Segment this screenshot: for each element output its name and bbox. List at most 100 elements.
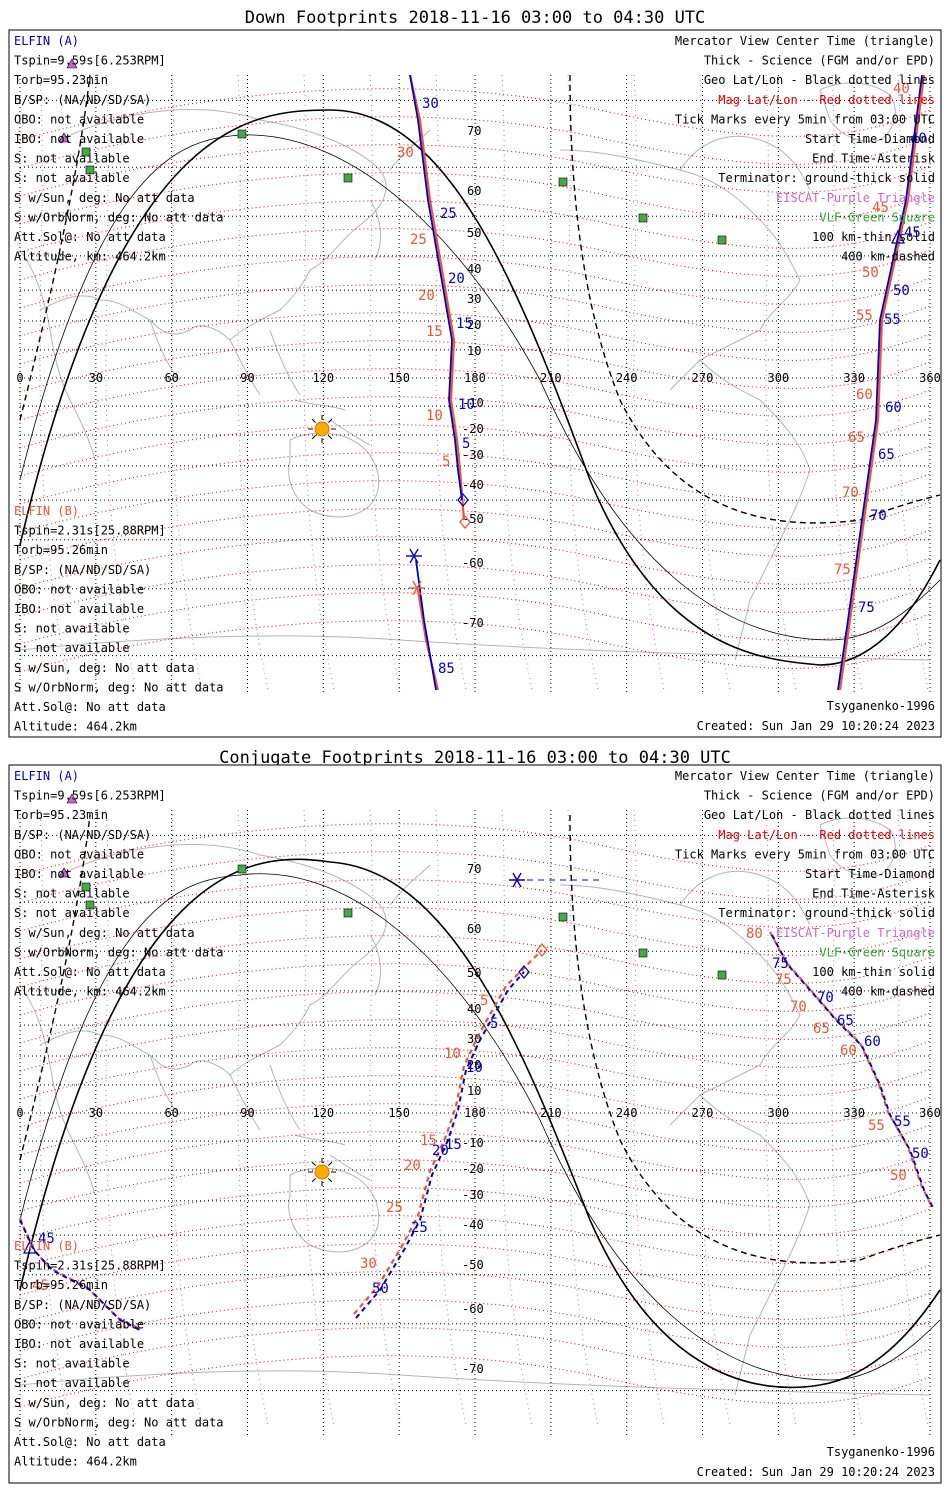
asterisk-stroke xyxy=(412,580,422,596)
elfin-b-track xyxy=(838,74,926,691)
mag-lat-label: 10 xyxy=(467,1084,481,1098)
elfin-b-tick-label: 55 xyxy=(856,308,873,324)
elfin-b-tick-label: 40 xyxy=(893,81,910,97)
lon-label: 360 xyxy=(919,1106,941,1120)
mag-lon-line xyxy=(171,809,203,1426)
mag-lon-line xyxy=(897,74,929,691)
elfin-a-tick-label: 20 xyxy=(432,1143,449,1159)
asterisk-stroke xyxy=(512,872,522,888)
lon-label: 30 xyxy=(89,371,103,385)
lon-label: 240 xyxy=(616,1106,638,1120)
elfin-b-info-row: IBO: not available xyxy=(14,1337,144,1351)
elfin-a-tick-label: 5 xyxy=(490,1016,498,1032)
elfin-a-tick-label: 5 xyxy=(462,436,470,452)
elfin-b-info-row: Torb=95.26min xyxy=(14,543,108,557)
elfin-b-info-row: B/SP: (NA/ND/SD/SA) xyxy=(14,563,151,577)
coastline xyxy=(288,1167,380,1253)
coastline xyxy=(369,864,431,996)
elfin-b-track xyxy=(408,74,466,521)
coastline xyxy=(819,817,896,877)
elfin-b-info-row: OBO: not available xyxy=(14,582,144,596)
eiscat-triangle xyxy=(66,58,78,69)
elfin-a-tick-label: 25 xyxy=(440,206,457,222)
elfin-a-info: ELFIN (A) Tspin=9.59s[6.253RPM] Torb=95.23… xyxy=(14,34,224,264)
elfin-a-end-asterisk xyxy=(509,872,525,888)
elfin-a-tick-label: 75 xyxy=(772,956,789,972)
elfin-a-tick-label: 15 xyxy=(445,1137,462,1153)
elfin-b-tick-label: 45 xyxy=(872,200,889,216)
lon-label: 360 xyxy=(919,371,941,385)
elfin-a-track xyxy=(415,559,437,691)
lon-label: 150 xyxy=(388,1106,410,1120)
elfin-b-tick-label: 5 xyxy=(442,454,450,470)
elfin-b-tick-label: 70 xyxy=(842,485,859,501)
lon-label: 300 xyxy=(767,1106,789,1120)
elfin-b-tick-label: 75 xyxy=(834,562,851,578)
vlf-square xyxy=(81,882,91,892)
elfin-a-start-diamond xyxy=(457,492,469,508)
elfin-b-info-row: Tspin=2.31s[25.88RPM] xyxy=(14,1259,166,1273)
vlf-square xyxy=(558,177,568,187)
created-label: Created: Sun Jan 29 10:20:24 2023 xyxy=(697,1465,935,1479)
map-frame xyxy=(8,764,942,1484)
elfin-b-info-row: Tspin=2.31s[25.88RPM] xyxy=(14,524,166,538)
elfin-b-info: ELFIN (B) Tspin=2.31s[25.88RPM] Torb=95.26… xyxy=(14,504,224,734)
elfin-a-tick-label: 50 xyxy=(372,1281,389,1297)
lon-label: 90 xyxy=(240,371,254,385)
lon-label: 60 xyxy=(164,371,178,385)
elfin-b-tick-label: 20 xyxy=(418,288,435,304)
elfin-b-tick-label: 25 xyxy=(410,232,427,248)
lon-label: 270 xyxy=(692,371,714,385)
elfin-b-info-row: S w/Sun, deg: No att data xyxy=(14,1396,195,1410)
elfin-b-tick-label: 25 xyxy=(386,1200,403,1216)
legend-row: Thick - Science (FGM and/or EPD) xyxy=(704,789,935,803)
lon-label: 300 xyxy=(767,371,789,385)
elfin-b-info-row: S w/OrbNorm, deg: No att data xyxy=(14,1415,224,1429)
elfin-a-info-row: S: not available xyxy=(14,171,130,185)
mag-lat-label: -30 xyxy=(462,448,484,462)
model-label: Tsyganenko-1996 xyxy=(827,699,935,713)
mag-lon-line xyxy=(567,809,599,1426)
legend-row: Mercator View Center Time (triangle) xyxy=(675,769,935,783)
coastline xyxy=(39,844,387,1076)
sun-ray xyxy=(328,435,333,440)
sun-ray xyxy=(328,1161,333,1166)
legend-row: Terminator: ground-thick solid xyxy=(718,171,935,185)
land-outlines xyxy=(19,82,931,661)
legend-row: 100 km-thin solid xyxy=(812,965,935,979)
geo-grid xyxy=(19,75,931,692)
elfin-b-tick-label: 70 xyxy=(790,999,807,1015)
elfin-b-tick-label: 30 xyxy=(360,1256,377,1272)
elfin-b-header: ELFIN (B) xyxy=(14,1239,79,1253)
elfin-a-info-row: S: not available xyxy=(14,906,130,920)
mag-lat-label: -20 xyxy=(462,1162,484,1176)
elfin-b-tick-label: 5 xyxy=(480,993,488,1009)
elfin-b-tick-label: 10 xyxy=(426,408,443,424)
mag-lat-label: -40 xyxy=(462,1218,484,1232)
elfin-b-tick-label: 65 xyxy=(848,430,865,446)
vlf-square xyxy=(638,213,648,223)
elfin-a-view-triangle xyxy=(890,229,906,244)
elfin-b-info-row: Altitude: 464.2km xyxy=(14,1455,137,1469)
terminator-400km xyxy=(19,814,941,1264)
mag-lon-line xyxy=(369,809,401,1426)
lon-label: 150 xyxy=(388,371,410,385)
elfin-a-tick-label: 55 xyxy=(894,1114,911,1130)
sun-ray xyxy=(311,418,316,423)
mag-lat-label: 20 xyxy=(467,1058,481,1072)
mag-lon-line xyxy=(39,809,71,1426)
mag-lat-label: 60 xyxy=(467,922,481,936)
elfin-b-tick-label: 60 xyxy=(840,1043,857,1059)
vlf-square xyxy=(717,235,727,245)
lon-label: 330 xyxy=(843,371,865,385)
lon-label: 210 xyxy=(540,1106,562,1120)
vlf-square xyxy=(343,173,353,183)
elfin-b-info-row: B/SP: (NA/ND/SD/SA) xyxy=(14,1298,151,1312)
elfin-a-info-row: Torb=95.23min xyxy=(14,73,108,87)
elfin-b-tick-label: 80 xyxy=(746,926,763,942)
lon-label: 270 xyxy=(692,1106,714,1120)
panel-title: Conjugate Footprints 2018-11-16 03:00 to… xyxy=(219,748,731,768)
coastline xyxy=(288,432,380,518)
eiscat-triangle xyxy=(58,867,70,878)
